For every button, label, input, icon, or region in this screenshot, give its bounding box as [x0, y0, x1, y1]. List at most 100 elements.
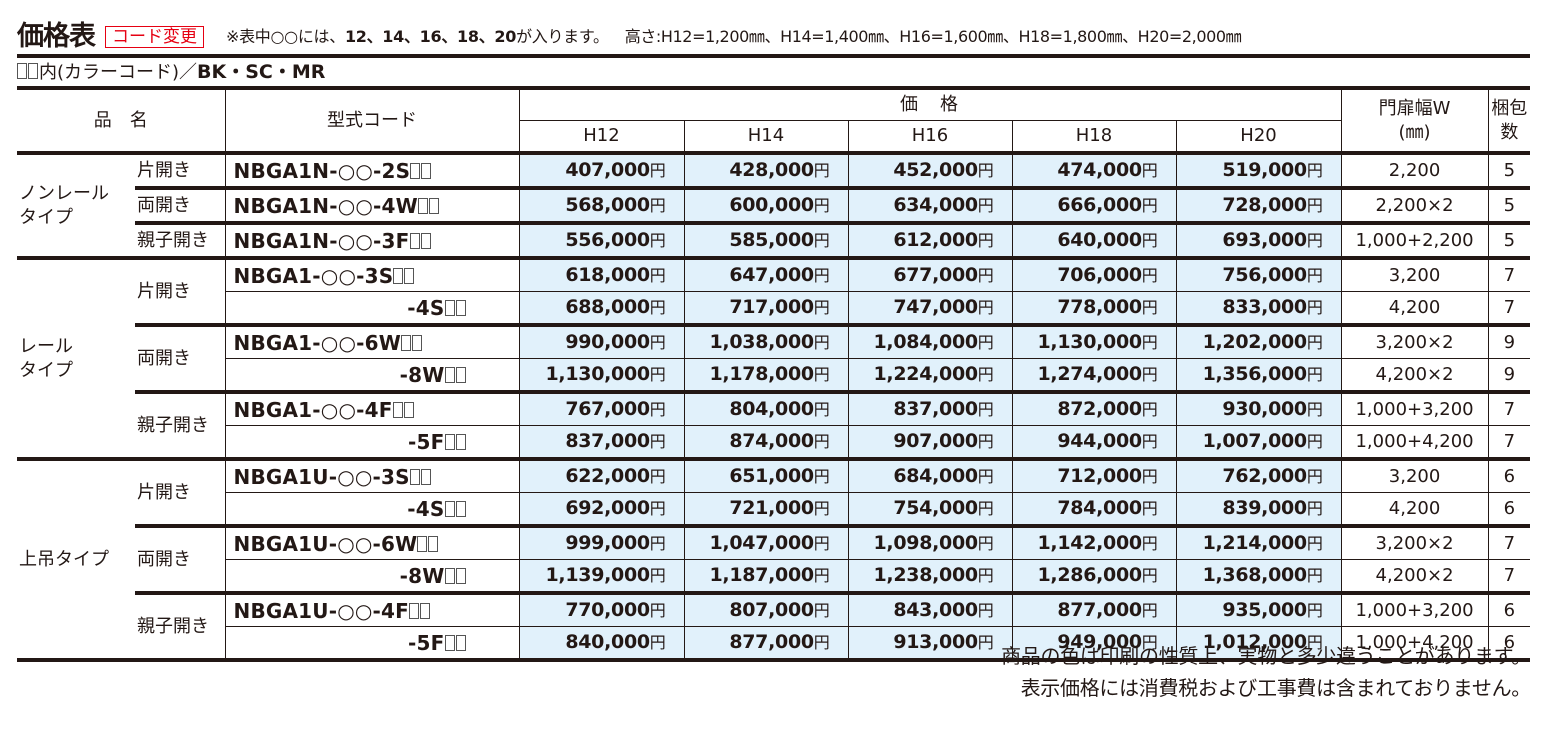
page-title: 価格表 [17, 21, 96, 52]
currency-yen: 円 [1306, 266, 1323, 285]
model-code-text: -5F [408, 429, 445, 454]
price-value: 618,000 [565, 264, 650, 286]
currency-yen: 円 [813, 633, 830, 652]
gate-width: 1,000+3,200 [1340, 591, 1489, 627]
currency-yen: 円 [813, 499, 830, 518]
price-h16: 677,000円 [847, 256, 1012, 292]
price-value: 1,214,000 [1202, 532, 1308, 554]
price-h18: 784,000円 [1011, 492, 1176, 526]
placeholder-box-icon [444, 366, 455, 383]
product-group: 上吊タイプ [17, 457, 135, 660]
price-h14: 877,000円 [683, 626, 848, 660]
price-value: 754,000 [893, 497, 978, 519]
table-row: 親子開き NBGA1U-○○-4F 770,000円 807,000円 843,000円… [17, 591, 1531, 660]
gate-width: 3,200 [1340, 256, 1489, 292]
price-value: 804,000 [729, 398, 814, 420]
placeholder-box-icon [404, 267, 415, 284]
price-value: 556,000 [565, 229, 650, 251]
placeholder-box-icon [428, 535, 439, 552]
price-h18: 640,000円 [1011, 221, 1176, 258]
placeholder-box-icon [444, 299, 455, 316]
price-h12: 1,139,000円 [518, 559, 684, 593]
table-row: 両開き NBGA1N-○○-4W 568,000円 600,000円 634,000円 6… [17, 186, 1531, 223]
price-value: 600,000 [729, 194, 814, 216]
price-value: 872,000 [1057, 398, 1142, 420]
price-h18: 778,000円 [1011, 291, 1176, 325]
model-code: NBGA1U-○○-4F [224, 591, 519, 627]
model-code: -8W [224, 358, 519, 392]
price-value: 640,000 [1057, 229, 1142, 251]
price-value: 1,139,000 [545, 564, 651, 586]
price-h16: 843,000円 [847, 591, 1012, 627]
price-h12: 407,000円 [518, 151, 684, 188]
table-body: ノンレール タイプ 片開き NBGA1N-○○-2S 407,000円 428,000円 4… [17, 151, 1531, 660]
currency-yen: 円 [1141, 333, 1158, 352]
price-value: 688,000 [565, 296, 650, 318]
price-h18: 949,000円 [1011, 626, 1176, 660]
placeholder-box-icon [420, 468, 431, 485]
gate-width: 4,200×2 [1340, 358, 1489, 392]
currency-yen: 円 [1306, 161, 1323, 180]
price-h18: 877,000円 [1011, 591, 1176, 627]
col-gate-width-unit: (㎜) [1398, 121, 1431, 143]
price-h20: 762,000円 [1175, 457, 1342, 493]
package-count: 5 [1487, 221, 1531, 258]
gate-width: 2,200 [1340, 151, 1489, 188]
currency-yen: 円 [977, 196, 994, 215]
opening-type: 両開き [135, 323, 225, 392]
price-value: 1,286,000 [1037, 564, 1143, 586]
price-value: 692,000 [565, 497, 650, 519]
product-group-label: ノンレール [19, 182, 109, 204]
price-value: 949,000 [1057, 631, 1142, 653]
currency-yen: 円 [649, 534, 666, 553]
package-count: 6 [1487, 626, 1531, 660]
price-h20: 1,356,000円 [1175, 358, 1342, 392]
currency-yen: 円 [649, 633, 666, 652]
col-height-h16: H16 [847, 120, 1012, 153]
col-packages: 梱包数 [1487, 88, 1531, 153]
placeholder-box-icon [455, 433, 466, 450]
placeholder-box-icon [420, 602, 431, 619]
price-h16: 1,224,000円 [847, 358, 1012, 392]
currency-yen: 円 [1306, 432, 1323, 451]
model-code: NBGA1-○○-3S [224, 256, 519, 292]
price-h18: 872,000円 [1011, 390, 1176, 426]
price-value: 1,084,000 [873, 331, 979, 353]
price-value: 407,000 [565, 159, 650, 181]
gate-width: 1,000+4,200 [1340, 626, 1489, 660]
currency-yen: 円 [649, 161, 666, 180]
price-h14: 721,000円 [683, 492, 848, 526]
currency-yen: 円 [1306, 196, 1323, 215]
placeholder-box-icon [393, 267, 404, 284]
price-value: 784,000 [1057, 497, 1142, 519]
price-h16: 634,000円 [847, 186, 1012, 223]
model-code-text: -4S [407, 496, 445, 521]
table-row: 親子開き NBGA1N-○○-3F 556,000円 585,000円 612,000円… [17, 221, 1531, 258]
price-h16: 747,000円 [847, 291, 1012, 325]
price-h20: 1,202,000円 [1175, 323, 1342, 359]
model-code: NBGA1U-○○-6W [224, 524, 519, 560]
currency-yen: 円 [1306, 400, 1323, 419]
table-row: ノンレール タイプ 片開き NBGA1N-○○-2S 407,000円 428,000円 4… [17, 151, 1531, 258]
price-h12: 692,000円 [518, 492, 684, 526]
currency-yen: 円 [649, 196, 666, 215]
gate-width: 4,200 [1340, 492, 1489, 526]
currency-yen: 円 [977, 298, 994, 317]
currency-yen: 円 [977, 161, 994, 180]
currency-yen: 円 [977, 365, 994, 384]
price-value: 770,000 [565, 599, 650, 621]
price-value: 1,130,000 [1037, 331, 1143, 353]
price-value: 717,000 [729, 296, 814, 318]
col-height-h14: H14 [683, 120, 848, 153]
gate-width: 1,000+3,200 [1340, 390, 1489, 426]
placeholder-box-icon [444, 433, 455, 450]
currency-yen: 円 [813, 400, 830, 419]
price-value: 747,000 [893, 296, 978, 318]
price-value: 1,187,000 [709, 564, 815, 586]
price-value: 833,000 [1222, 296, 1307, 318]
price-value: 1,238,000 [873, 564, 979, 586]
currency-yen: 円 [813, 534, 830, 553]
currency-yen: 円 [1141, 196, 1158, 215]
placeholder-box-icon [444, 634, 455, 651]
gate-width: 2,200×2 [1340, 186, 1489, 223]
